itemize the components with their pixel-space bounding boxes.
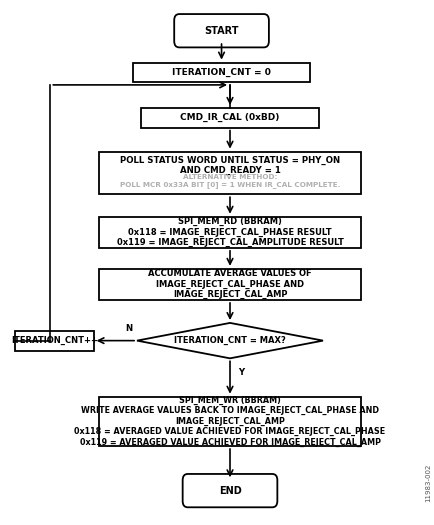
Text: CMD_IR_CAL (0xBD): CMD_IR_CAL (0xBD) xyxy=(180,113,279,122)
Text: 11983-002: 11983-002 xyxy=(424,464,430,502)
Text: SPI_MEM_WR (BBRAM)
WRITE AVERAGE VALUES BACK TO IMAGE_REJECT_CAL_PHASE AND
IMAGE: SPI_MEM_WR (BBRAM) WRITE AVERAGE VALUES … xyxy=(74,396,385,447)
Text: END: END xyxy=(218,486,241,496)
Bar xyxy=(99,269,360,300)
Bar xyxy=(141,108,318,128)
Text: Y: Y xyxy=(238,368,244,377)
Text: ACCUMULATE AVERAGE VALUES OF
IMAGE_REJECT_CAL_PHASE AND
IMAGE_REJECT_CAL_AMP: ACCUMULATE AVERAGE VALUES OF IMAGE_REJEC… xyxy=(148,269,311,299)
FancyBboxPatch shape xyxy=(182,474,277,507)
Bar xyxy=(99,152,360,194)
Bar xyxy=(99,396,360,446)
Text: ITERATION_CNT = MAX?: ITERATION_CNT = MAX? xyxy=(174,336,285,345)
FancyBboxPatch shape xyxy=(174,14,268,47)
Text: ALTERNATIVE METHOD:
POLL MCR 0x33A BIT [0] = 1 WHEN IR_CAL COMPLETE.: ALTERNATIVE METHOD: POLL MCR 0x33A BIT [… xyxy=(119,174,339,188)
Bar xyxy=(16,331,93,351)
Bar xyxy=(99,217,360,248)
Text: SPI_MEM_RD (BBRAM)
0x118 = IMAGE_REJECT_CAL_PHASE RESULT
0x119 = IMAGE_REJECT_CA: SPI_MEM_RD (BBRAM) 0x118 = IMAGE_REJECT_… xyxy=(116,217,343,247)
Text: ITERATION_CNT++: ITERATION_CNT++ xyxy=(11,336,98,345)
Text: POLL STATUS WORD UNTIL STATUS = PHY_ON
AND CMD_READY = 1: POLL STATUS WORD UNTIL STATUS = PHY_ON A… xyxy=(120,155,339,175)
Bar xyxy=(132,62,309,82)
Text: N: N xyxy=(125,324,132,333)
Text: START: START xyxy=(204,26,238,36)
Polygon shape xyxy=(137,323,322,359)
Text: ITERATION_CNT = 0: ITERATION_CNT = 0 xyxy=(172,68,270,77)
